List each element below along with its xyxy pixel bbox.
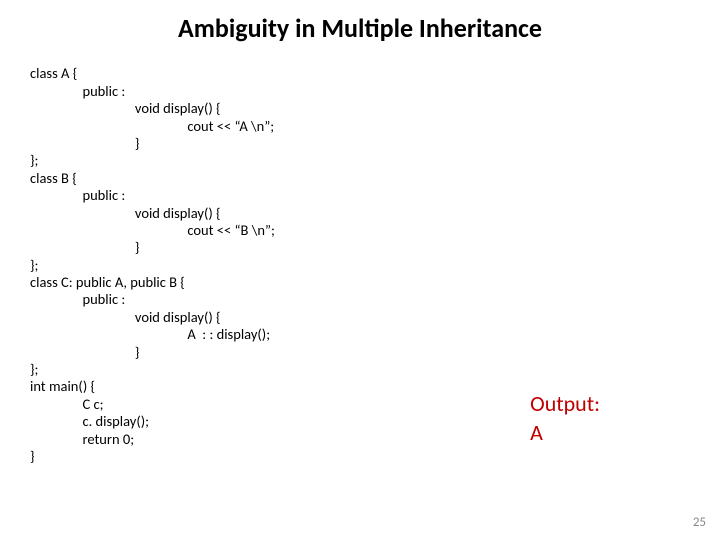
code-line: }; [30,360,38,378]
code-line: void display() { [30,308,221,326]
output-label: Output: [530,390,600,419]
code-line: cout << “A \n”; [30,117,274,135]
output-value: A [530,419,600,448]
code-block: class A { public : void display() { cout… [0,48,720,465]
page-number: 25 [693,515,706,530]
code-line: void display() { [30,204,221,222]
code-line: public : [30,186,125,204]
code-line: return 0; [30,430,134,448]
code-line: } [30,238,139,256]
page-title: Ambiguity in Multiple Inheritance [0,0,720,48]
code-line: cout << “B \n”; [30,221,275,239]
code-line: } [30,447,35,465]
code-line: A : : display(); [30,325,270,343]
code-line: } [30,343,139,361]
code-line: C c; [30,395,103,413]
code-line: c. display(); [30,412,149,430]
code-line: public : [30,82,125,100]
code-line: }; [30,151,38,169]
code-line: void display() { [30,99,221,117]
code-line: class A { [30,64,77,82]
code-line: class C: public A, public B { [30,273,185,291]
code-line: } [30,134,139,152]
code-line: }; [30,256,38,274]
code-line: class B { [30,169,77,187]
output-block: Output: A [530,390,600,447]
code-line: public : [30,290,125,308]
code-line: int main() { [30,377,95,395]
